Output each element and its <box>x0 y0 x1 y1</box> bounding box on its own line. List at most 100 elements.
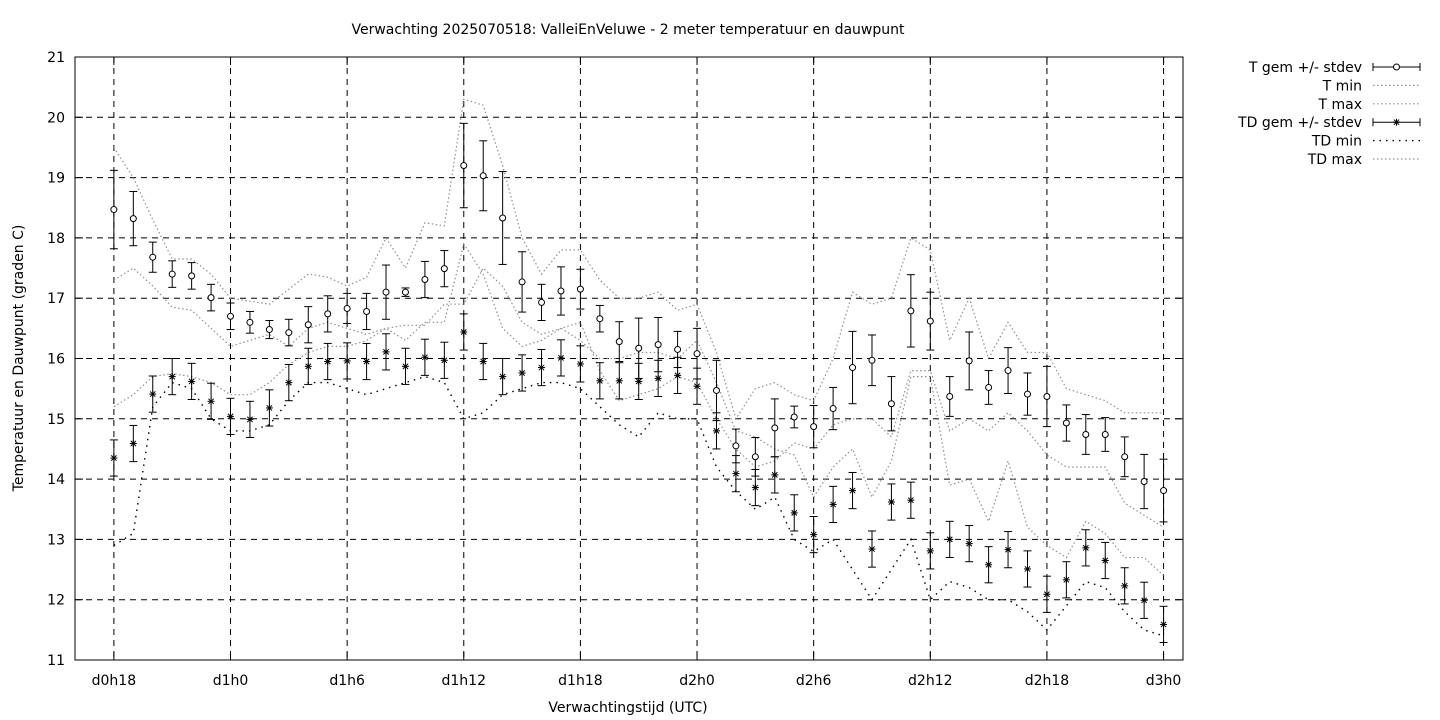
t-point-48 <box>1042 365 1051 428</box>
td-point-51 <box>1101 541 1110 580</box>
td-point-11 <box>323 342 332 381</box>
circle-marker <box>849 364 857 372</box>
circle-marker <box>751 453 759 461</box>
star-part <box>149 391 156 398</box>
td-point-53 <box>1140 581 1149 619</box>
circle-marker <box>576 285 584 293</box>
star-part <box>538 364 545 371</box>
td-point-7 <box>245 400 254 438</box>
t-point-19 <box>479 140 488 212</box>
t-point-42 <box>926 291 935 351</box>
star-part <box>966 540 973 547</box>
star-part <box>208 398 215 405</box>
circle-marker <box>557 287 565 295</box>
td-point-10 <box>304 347 313 385</box>
td-point-25 <box>595 362 604 400</box>
t-point-51 <box>1101 417 1110 452</box>
y-tick-label: 11 <box>47 653 65 669</box>
circle-marker <box>188 272 196 280</box>
t-point-31 <box>712 359 721 422</box>
y-tick-label: 17 <box>47 291 65 307</box>
grid <box>75 57 1183 660</box>
t-point-53 <box>1140 453 1149 510</box>
y-ticks: 11 12 13 14 15 16 17 18 19 20 21 <box>47 50 1183 669</box>
legend-label-5: TD max <box>1307 152 1362 168</box>
star-part <box>830 501 837 508</box>
td-point-48 <box>1042 575 1051 613</box>
star-part <box>1160 621 1167 628</box>
t-point-5 <box>207 283 216 312</box>
td-point-42 <box>926 532 935 570</box>
star-part <box>1121 582 1128 589</box>
star-part <box>1024 565 1031 572</box>
star-part <box>752 484 759 491</box>
star-part <box>324 358 331 365</box>
star-part <box>499 373 506 380</box>
t-point-0 <box>109 169 118 250</box>
t-point-43 <box>945 376 954 417</box>
legend-label-0: T gem +/- stdev <box>1248 60 1362 76</box>
td-point-0 <box>109 439 118 477</box>
star-part <box>169 373 176 380</box>
td-point-46 <box>1004 531 1013 569</box>
star-part <box>188 378 195 385</box>
circle-marker <box>382 288 390 296</box>
circle-marker <box>946 392 954 400</box>
td-point-22 <box>537 348 546 387</box>
td-point-26 <box>615 362 624 400</box>
td-point-32 <box>731 455 740 493</box>
star-part <box>577 360 584 367</box>
t-point-16 <box>420 260 429 299</box>
circle-marker <box>168 270 176 278</box>
t-point-21 <box>518 251 527 313</box>
star-part <box>363 358 370 365</box>
td-point-43 <box>945 520 954 558</box>
circle-marker <box>421 276 429 284</box>
x-axis-label: Verwachtingstijd (UTC) <box>548 700 707 716</box>
td-point-20 <box>498 358 507 396</box>
t-point-52 <box>1120 436 1129 478</box>
star-part <box>1082 544 1089 551</box>
star-part <box>1043 591 1050 598</box>
star-part <box>441 357 448 364</box>
td-point-21 <box>518 354 527 392</box>
t-point-40 <box>887 376 896 432</box>
circle-marker <box>790 413 798 421</box>
circle-marker <box>440 265 448 273</box>
circle-marker <box>693 350 701 358</box>
star-part <box>305 363 312 370</box>
td-point-34 <box>770 456 779 494</box>
circle-marker <box>1121 453 1129 461</box>
circle-marker <box>265 326 273 334</box>
legend-label-2: T max <box>1317 97 1362 113</box>
t-point-7 <box>245 310 254 334</box>
t-point-45 <box>984 370 993 405</box>
t-point-15 <box>401 287 410 297</box>
circle-marker <box>207 294 215 302</box>
t-point-12 <box>343 292 352 325</box>
x-tick-label: d2h6 <box>796 673 832 689</box>
star-part <box>1393 119 1400 126</box>
legend-label-3: TD gem +/- stdev <box>1237 115 1362 131</box>
star-part <box>946 536 953 543</box>
star-part <box>1102 557 1109 564</box>
star-part <box>480 358 487 365</box>
td-point-15 <box>401 347 410 385</box>
circle-marker <box>324 310 332 318</box>
star-part <box>1005 546 1012 553</box>
t-point-18 <box>459 122 468 209</box>
x-tick-label: d2h18 <box>1025 673 1069 689</box>
x-tick-label: d1h12 <box>442 673 486 689</box>
x-tick-label: d0h18 <box>92 673 136 689</box>
star-part <box>344 357 351 364</box>
circle-marker <box>499 214 507 222</box>
circle-marker <box>479 172 487 180</box>
star-part <box>1063 576 1070 583</box>
circle-marker <box>907 307 915 315</box>
star-part <box>285 379 292 386</box>
circle-marker <box>771 424 779 432</box>
legend: T gem +/- stdev T min T max TD gem +/- stde… <box>1237 60 1421 168</box>
td-point-9 <box>284 364 293 402</box>
circle-marker <box>1101 430 1109 438</box>
td-point-6 <box>226 397 235 435</box>
